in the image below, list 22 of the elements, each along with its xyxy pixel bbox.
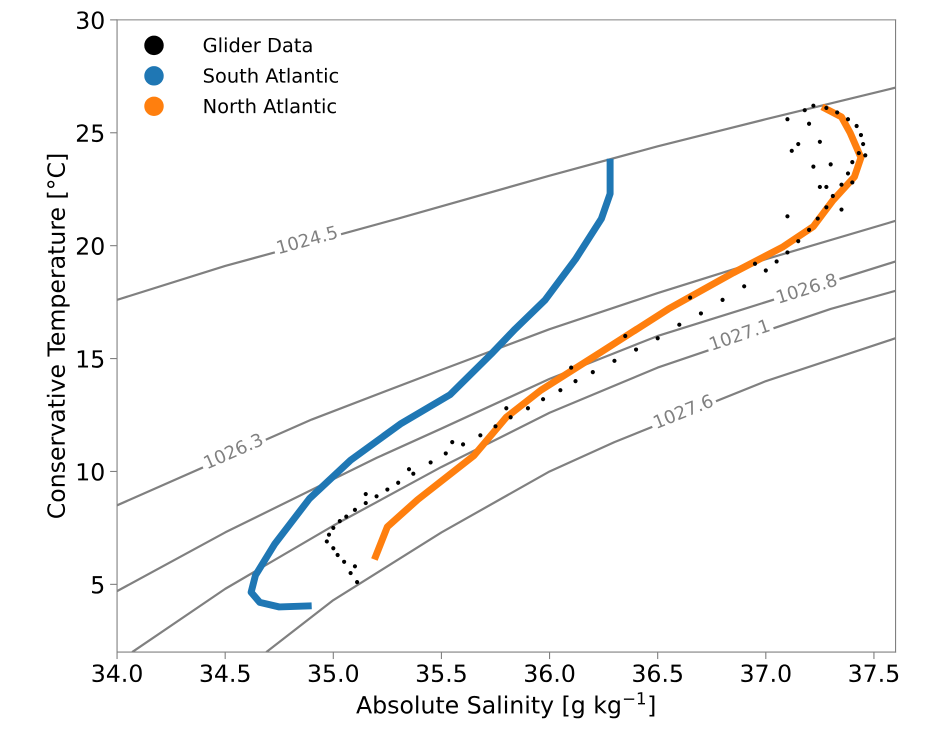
- legend-label: North Atlantic: [204, 98, 336, 114]
- y-tick-label: 5: [92, 576, 104, 594]
- x-tick-label: 36.5: [633, 664, 682, 682]
- x-tick-label: 37.5: [849, 664, 898, 682]
- x-tick-label: 34.0: [92, 664, 142, 682]
- annotation: 1027.1: [709, 318, 770, 350]
- legend-label: Glider Data: [204, 37, 312, 52]
- x-tick-label: 37.0: [741, 664, 791, 682]
- legend-label: South Atlantic: [204, 68, 338, 83]
- x-tick-label: 35.5: [416, 664, 466, 682]
- annotation: 1024.5: [276, 225, 338, 254]
- y-tick-label: 30: [77, 11, 104, 30]
- y-tick-label: 25: [76, 124, 104, 142]
- x-axis-title: Absolute Salinity [g kg$^{−1}$]: [356, 692, 654, 718]
- annotation: 1026.8: [776, 272, 838, 304]
- y-tick-label: 20: [76, 237, 104, 255]
- x-tick-label: 34.5: [200, 664, 250, 682]
- y-tick-label: 10: [78, 462, 104, 481]
- x-tick-label: 35.0: [308, 664, 358, 682]
- x-tick-label: 36.0: [525, 664, 574, 682]
- y-axis-title: Conservative Temperature [°C]: [46, 154, 70, 518]
- y-tick-label: 15: [78, 350, 104, 368]
